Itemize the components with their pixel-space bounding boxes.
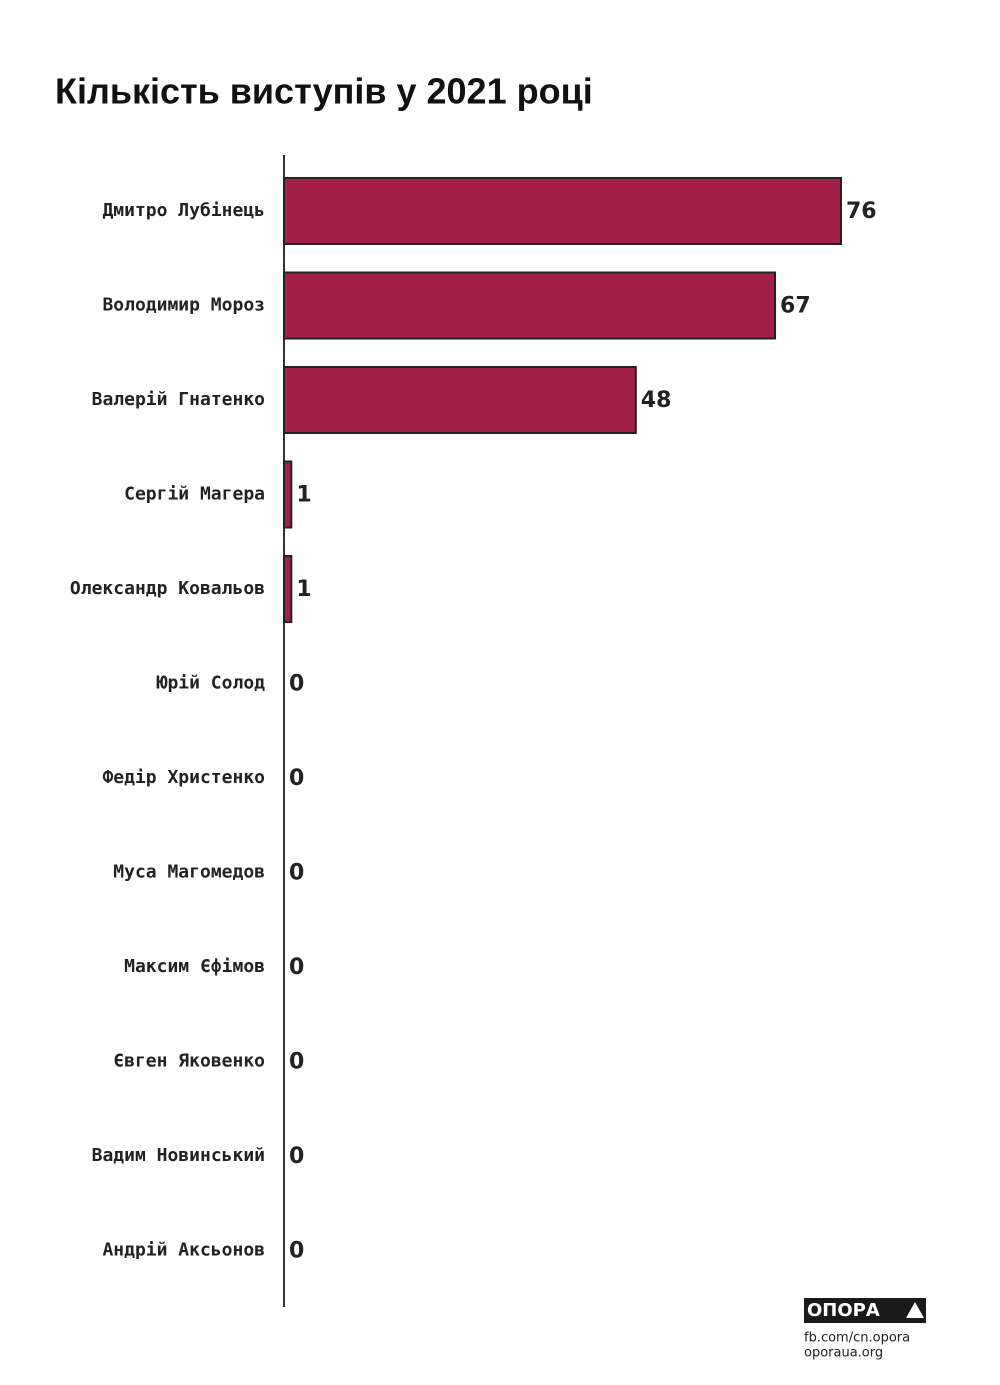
value-label: 0 bbox=[289, 766, 304, 791]
value-label: 0 bbox=[289, 955, 304, 980]
footer-link: fb.com/cn.opora bbox=[804, 1331, 910, 1346]
value-label: 0 bbox=[289, 1144, 304, 1169]
category-label: Максим Єфімов bbox=[124, 956, 265, 977]
category-label: Юрій Солод bbox=[157, 673, 266, 694]
category-label: Вадим Новинський bbox=[92, 1145, 265, 1166]
bar bbox=[283, 177, 842, 245]
category-label: Дмитро Лубінець bbox=[102, 200, 265, 221]
chart-title: Кількість виступів у 2021 році bbox=[55, 71, 593, 112]
bar bbox=[283, 555, 293, 623]
value-label: 48 bbox=[641, 388, 672, 413]
category-label: Сергій Магера bbox=[124, 484, 265, 505]
logo: ОПОРА bbox=[807, 1300, 880, 1321]
category-label: Валерій Гнатенко bbox=[92, 389, 265, 410]
bar bbox=[283, 460, 293, 529]
value-label: 1 bbox=[296, 577, 311, 602]
category-label: Андрій Аксьонов bbox=[102, 1240, 265, 1261]
category-label: Федір Христенко bbox=[102, 767, 265, 788]
value-label: 0 bbox=[289, 1239, 304, 1264]
category-label: Олександр Ковальов bbox=[70, 578, 265, 599]
category-label: Муса Магомедов bbox=[113, 862, 265, 883]
value-label: 0 bbox=[289, 861, 304, 886]
category-label: Володимир Мороз bbox=[102, 295, 265, 316]
value-label: 0 bbox=[289, 672, 304, 697]
logo-box bbox=[804, 1298, 926, 1323]
value-label: 0 bbox=[289, 1050, 304, 1075]
logo-triangle bbox=[906, 1302, 924, 1318]
category-label: Євген Яковенко bbox=[113, 1051, 265, 1072]
value-label: 76 bbox=[846, 199, 877, 224]
bar bbox=[283, 271, 777, 340]
bar bbox=[283, 366, 637, 434]
footer-link: oporaua.org bbox=[804, 1346, 883, 1361]
value-label: 1 bbox=[296, 483, 311, 508]
value-label: 67 bbox=[780, 294, 811, 319]
